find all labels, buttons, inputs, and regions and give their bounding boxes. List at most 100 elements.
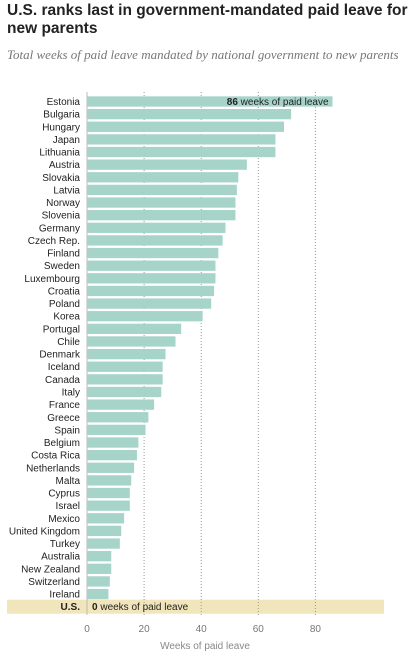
annotation-text: weeks of paid leave bbox=[98, 602, 189, 613]
category-label: Spain bbox=[54, 425, 80, 436]
category-label: Lithuania bbox=[39, 148, 80, 159]
bar-cyprus bbox=[87, 487, 130, 499]
category-label: Italy bbox=[62, 387, 80, 398]
bar-malta bbox=[87, 475, 132, 486]
tick-layer: 0 20 40 60 80 bbox=[84, 624, 321, 635]
category-label: Slovakia bbox=[42, 173, 80, 184]
category-label: Iceland bbox=[48, 362, 80, 373]
category-label: Portugal bbox=[43, 324, 80, 335]
bar-canada bbox=[87, 374, 163, 385]
category-label: Germany bbox=[39, 223, 80, 234]
bar-switzerland bbox=[87, 576, 110, 587]
category-label: Australia bbox=[41, 552, 80, 563]
category-label: Costa Rica bbox=[31, 451, 80, 462]
category-label: Denmark bbox=[39, 350, 81, 361]
bar-slovakia bbox=[87, 172, 239, 183]
bar-new-zealand bbox=[87, 563, 112, 574]
category-label: Ireland bbox=[49, 590, 80, 601]
bar-bulgaria bbox=[87, 108, 292, 120]
category-label: Czech Rep. bbox=[28, 236, 80, 247]
category-label: Japan bbox=[53, 135, 80, 146]
annotation-value: 86 bbox=[227, 97, 239, 108]
bar-japan bbox=[87, 134, 276, 145]
bar-belgium bbox=[87, 437, 139, 448]
us-highlight-band bbox=[7, 599, 384, 614]
x-tick-label: 40 bbox=[196, 624, 208, 635]
category-label: Slovenia bbox=[42, 211, 81, 222]
category-label: Bulgaria bbox=[43, 110, 80, 121]
bar-denmark bbox=[87, 348, 166, 360]
bar-united-kingdom bbox=[87, 525, 122, 537]
bar-ireland bbox=[87, 588, 109, 600]
category-label: Norway bbox=[46, 198, 80, 209]
bar-luxembourg bbox=[87, 273, 216, 284]
category-label: Estonia bbox=[47, 97, 81, 108]
x-tick-label: 60 bbox=[253, 624, 265, 635]
bar-finland bbox=[87, 247, 219, 259]
bar-sweden bbox=[87, 260, 216, 271]
bar-portugal bbox=[87, 323, 182, 334]
annotation-value: 0 bbox=[92, 602, 98, 613]
bar-latvia bbox=[87, 184, 237, 196]
category-label: Turkey bbox=[50, 539, 80, 550]
bar-italy bbox=[87, 386, 162, 398]
category-label: Poland bbox=[49, 299, 80, 310]
chart-subtitle: Total weeks of paid leave mandated by na… bbox=[7, 47, 399, 62]
bar-netherlands bbox=[87, 462, 135, 473]
category-label: United Kingdom bbox=[9, 526, 80, 537]
category-label: Malta bbox=[56, 476, 81, 487]
bar-turkey bbox=[87, 538, 120, 549]
category-label: Luxembourg bbox=[24, 274, 80, 285]
annotation-max: 86 weeks of paid leave bbox=[227, 97, 329, 108]
x-axis-label: Weeks of paid leave bbox=[160, 641, 250, 652]
bar-iceland bbox=[87, 361, 163, 372]
category-label: Latvia bbox=[53, 185, 80, 196]
bar-czech-rep bbox=[87, 235, 223, 246]
category-label: Austria bbox=[49, 160, 81, 171]
category-label: Israel bbox=[56, 501, 80, 512]
category-label: U.S. bbox=[61, 602, 81, 613]
category-label: New Zealand bbox=[21, 564, 80, 575]
highlight-layer bbox=[7, 599, 384, 614]
bar-israel bbox=[87, 500, 130, 511]
x-tick-label: 20 bbox=[139, 624, 151, 635]
x-tick-label: 0 bbox=[84, 624, 90, 635]
bar-korea bbox=[87, 311, 203, 322]
category-label: Cyprus bbox=[48, 489, 80, 500]
bar-chile bbox=[87, 336, 176, 347]
bar-france bbox=[87, 399, 155, 410]
category-label: Hungary bbox=[42, 122, 80, 133]
category-label: Switzerland bbox=[28, 577, 80, 588]
x-tick-label: 80 bbox=[310, 624, 322, 635]
annotation-text: weeks of paid leave bbox=[238, 97, 329, 108]
category-label: Mexico bbox=[48, 514, 80, 525]
label-layer: EstoniaBulgariaHungaryJapanLithuaniaAust… bbox=[9, 97, 329, 613]
category-label: Belgium bbox=[44, 438, 80, 449]
bar-poland bbox=[87, 298, 212, 309]
bar-slovenia bbox=[87, 210, 236, 221]
bar-greece bbox=[87, 412, 149, 423]
category-label: Greece bbox=[47, 413, 80, 424]
bar-estonia bbox=[87, 96, 333, 107]
category-label: Canada bbox=[45, 375, 80, 386]
bar-costa-rica bbox=[87, 449, 137, 461]
bar-layer bbox=[87, 96, 333, 600]
category-label: France bbox=[49, 400, 81, 411]
bar-hungary bbox=[87, 121, 284, 132]
category-label: Chile bbox=[57, 337, 80, 348]
bar-austria bbox=[87, 159, 247, 170]
category-label: Korea bbox=[53, 312, 80, 323]
category-label: Finland bbox=[47, 249, 80, 260]
chart-title: U.S. ranks last in government-mandated p… bbox=[7, 2, 408, 37]
category-label: Sweden bbox=[44, 261, 80, 272]
category-label: Netherlands bbox=[26, 463, 80, 474]
bar-croatia bbox=[87, 285, 215, 297]
bar-australia bbox=[87, 551, 112, 562]
annotation-us: 0 weeks of paid leave bbox=[92, 602, 189, 613]
category-label: Croatia bbox=[48, 286, 81, 297]
bar-germany bbox=[87, 222, 226, 233]
bar-spain bbox=[87, 424, 146, 436]
bar-mexico bbox=[87, 513, 125, 524]
bar-norway bbox=[87, 197, 236, 208]
